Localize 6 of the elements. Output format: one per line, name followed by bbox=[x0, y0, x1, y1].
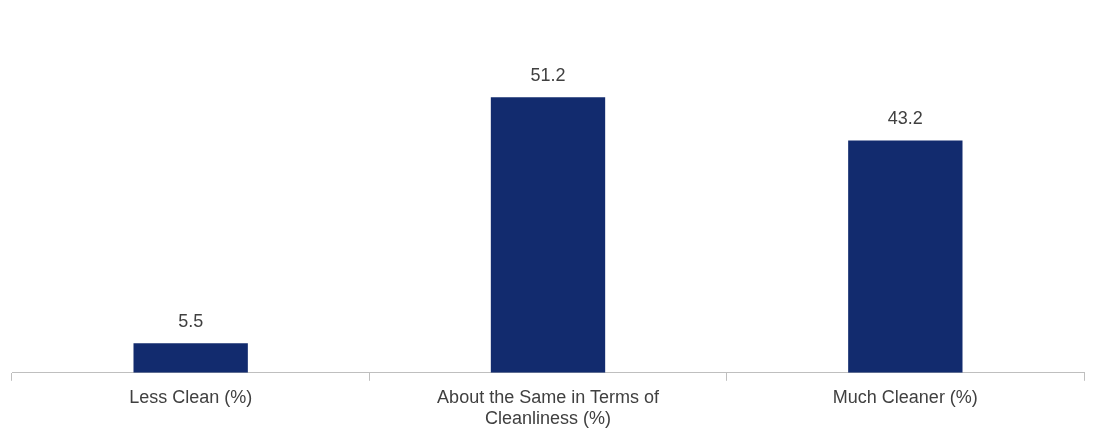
data-label: 5.5 bbox=[178, 311, 204, 332]
x-tick-label: Less Clean (%) bbox=[129, 386, 253, 407]
data-label: 43.2 bbox=[887, 108, 923, 129]
x-tick-label: About the Same in Terms of Cleanliness (%) bbox=[437, 386, 660, 429]
x-tick-label: Much Cleaner (%) bbox=[832, 386, 978, 407]
data-label: 51.2 bbox=[530, 65, 566, 86]
